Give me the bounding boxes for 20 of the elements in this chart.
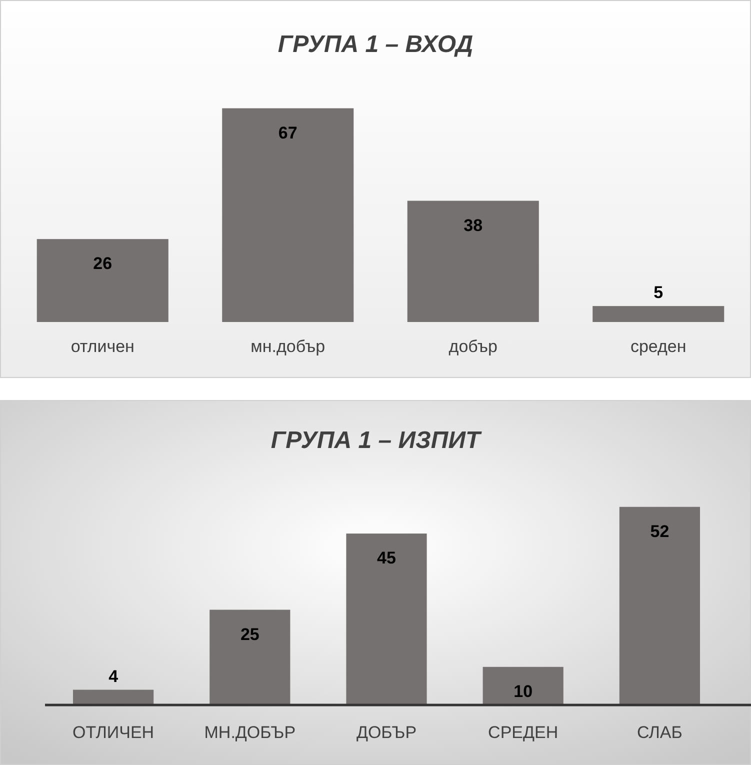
- chart-title: ГРУПА 1 – ИЗПИТ: [270, 427, 482, 454]
- x-tick-label: добър: [448, 337, 498, 356]
- x-tick-label: МН.ДОБЪР: [204, 723, 296, 742]
- x-tick-label: СЛАБ: [637, 723, 682, 742]
- data-label: 26: [93, 254, 112, 274]
- data-label: 25: [240, 624, 260, 644]
- x-tick-label: среден: [630, 337, 686, 356]
- x-tick-label: ДОБЪР: [356, 723, 417, 742]
- chart-title: ГРУПА 1 – ВХОД: [278, 31, 474, 58]
- data-label: 67: [278, 123, 298, 142]
- x-tick-label: СРЕДЕН: [488, 723, 558, 742]
- data-label: 4: [108, 666, 119, 686]
- x-tick-label: ОТЛИЧЕН: [72, 723, 154, 742]
- data-label: 38: [464, 216, 483, 235]
- x-tick-label: мн.добър: [250, 337, 326, 356]
- data-label: 52: [650, 522, 670, 541]
- data-label: 5: [654, 283, 664, 302]
- data-label: 45: [377, 548, 396, 568]
- data-label: 10: [514, 682, 533, 701]
- x-tick-label: отличен: [70, 337, 134, 356]
